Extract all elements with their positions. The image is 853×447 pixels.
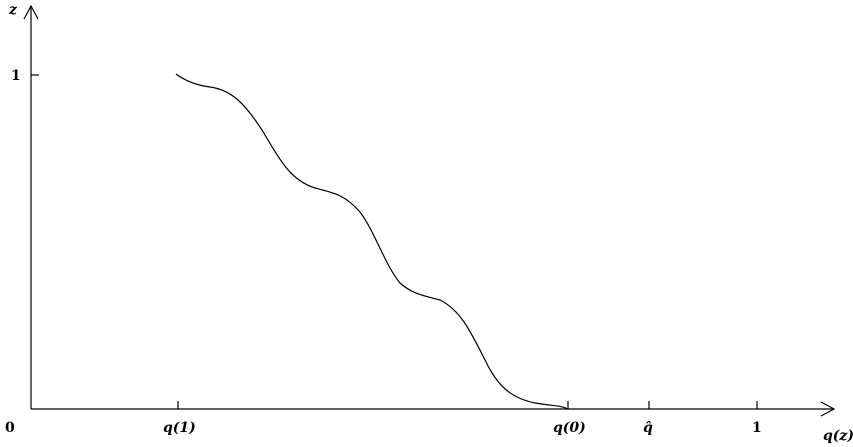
- y-axis-arrow: [23, 4, 39, 20]
- y-axis-label: z: [8, 2, 18, 18]
- x-tick-label-q1: q(1): [163, 420, 196, 436]
- x-tick-label-qhat: q̂: [643, 420, 653, 436]
- staircase-curve: [175, 73, 569, 410]
- x-tick-label-1: 1: [752, 420, 762, 436]
- x-axis-arrow: [820, 401, 836, 417]
- x-tick-label-q0: q(0): [553, 420, 586, 436]
- origin-label: 0: [5, 420, 15, 436]
- x-axis-label: q(z): [823, 428, 853, 444]
- y-tick-label-1: 1: [11, 68, 21, 84]
